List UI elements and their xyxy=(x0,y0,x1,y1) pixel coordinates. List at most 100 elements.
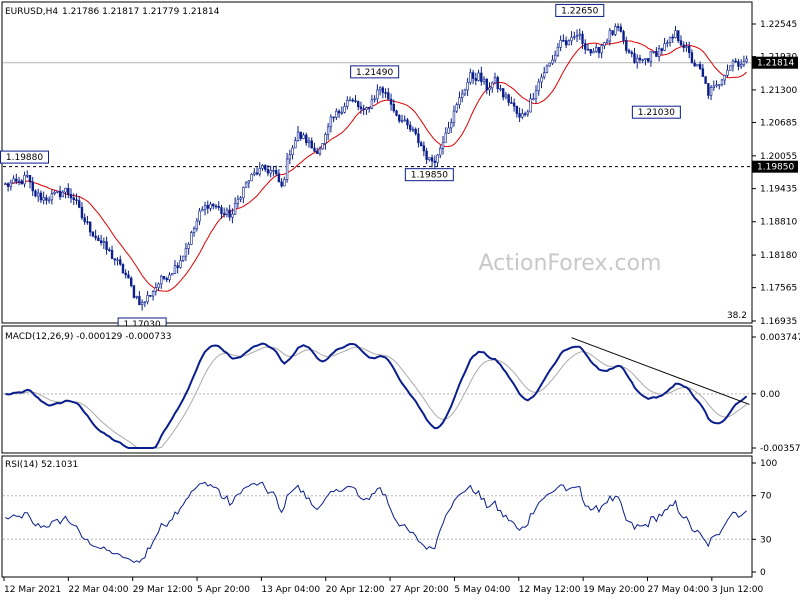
candle-body xyxy=(288,154,292,160)
macd-lines xyxy=(5,337,750,449)
candle-body xyxy=(660,48,664,51)
candle-body xyxy=(510,102,513,104)
candle-body xyxy=(444,132,447,143)
candle-body xyxy=(551,59,554,64)
candle-body xyxy=(411,128,415,131)
candle-body xyxy=(373,98,376,101)
price-panel[interactable]: EURUSD,H4 1.21786 1.21817 1.21779 1.2181… xyxy=(0,1,798,331)
candle-body xyxy=(36,192,40,197)
price-tick-label: 1.17565 xyxy=(760,284,797,294)
candle-body xyxy=(441,141,445,149)
candle-body xyxy=(31,181,34,192)
candle-body xyxy=(466,81,469,91)
candle-body xyxy=(42,197,45,201)
candle-body xyxy=(321,143,324,150)
candle-body xyxy=(439,148,442,156)
candle-body xyxy=(619,26,623,32)
candle-body xyxy=(723,75,726,81)
symbol-label: EURUSD,H4 xyxy=(5,7,58,17)
candle-body xyxy=(458,97,461,105)
candle-body xyxy=(687,46,691,53)
candle-body xyxy=(99,240,103,244)
candle-body xyxy=(329,116,333,128)
candle-body xyxy=(280,181,283,187)
candle-body xyxy=(127,274,130,279)
macd-tick-label: 0.003747 xyxy=(760,333,800,343)
candle-body xyxy=(666,42,669,45)
candle-body xyxy=(378,87,382,91)
candle-body xyxy=(414,128,417,135)
candle-body xyxy=(480,72,483,82)
candle-body xyxy=(88,221,92,233)
candle-body xyxy=(562,39,565,42)
watermark: ActionForex.com xyxy=(479,251,662,276)
candle-body xyxy=(326,126,330,135)
candle-body xyxy=(151,291,155,297)
candle-body xyxy=(504,94,508,98)
candle-body xyxy=(91,231,95,237)
candle-body xyxy=(567,40,571,46)
candle-body xyxy=(428,157,431,160)
macd-tick-label: 0.00 xyxy=(760,390,780,400)
candle-body xyxy=(277,173,281,183)
candle-body xyxy=(474,78,478,81)
price-panel-frame xyxy=(1,1,753,324)
time-tick-label: 12 May 12:00 xyxy=(519,585,581,595)
candle-body xyxy=(348,99,352,102)
macd-signal-line xyxy=(5,346,747,449)
candle-body xyxy=(50,193,54,201)
candle-body xyxy=(72,197,75,200)
candle-body xyxy=(294,140,297,149)
fib-label: 38.2 xyxy=(727,311,747,321)
candle-body xyxy=(75,199,78,201)
candle-body xyxy=(622,31,625,41)
macd-panel[interactable]: MACD(12,26,9) -0.000129 -0.000733 0.0037… xyxy=(1,325,800,454)
candle-body xyxy=(239,197,242,200)
price-annotation-label: 1.22650 xyxy=(561,6,598,16)
candle-body xyxy=(679,40,683,46)
candle-body xyxy=(384,92,387,94)
candle-body xyxy=(149,295,152,297)
candle-body xyxy=(212,203,215,207)
candle-body xyxy=(228,209,231,218)
candle-body xyxy=(236,198,240,204)
candle-body xyxy=(685,46,688,48)
candle-body xyxy=(346,99,349,107)
candle-body xyxy=(140,302,144,305)
candle-body xyxy=(47,199,51,202)
time-tick-label: 13 Apr 04:00 xyxy=(261,585,320,595)
current-price-line: 1.21814 xyxy=(3,56,798,69)
candle-body xyxy=(61,191,65,198)
candle-body xyxy=(113,258,116,261)
candle-body xyxy=(701,68,705,77)
candle-body xyxy=(335,110,338,118)
candle-body xyxy=(657,48,661,57)
candle-body xyxy=(704,76,707,84)
candle-body xyxy=(646,58,650,62)
candle-body xyxy=(173,265,177,274)
rsi-panel[interactable]: RSI(14) 52.1031 100 70 30 0 xyxy=(1,455,777,578)
candle-body xyxy=(195,220,199,229)
price-tick-label: 1.20055 xyxy=(760,152,797,162)
candle-body xyxy=(532,98,535,101)
candle-body xyxy=(34,190,37,197)
price-tick-label: 1.18810 xyxy=(760,218,797,228)
candle-body xyxy=(447,127,450,134)
support-line: 1.19850 xyxy=(3,160,798,173)
candle-body xyxy=(162,275,166,279)
candle-body xyxy=(190,232,193,245)
candle-body xyxy=(638,57,642,61)
candle-body xyxy=(605,40,609,43)
candle-body xyxy=(258,167,261,175)
candle-body xyxy=(496,77,499,90)
current-price-box xyxy=(752,56,798,69)
price-annotation-label: 1.21030 xyxy=(638,108,675,118)
candle-body xyxy=(12,178,15,184)
macd-main-line xyxy=(5,342,748,449)
candle-body xyxy=(543,72,546,78)
candle-body xyxy=(523,113,527,116)
candle-body xyxy=(501,88,505,98)
candle-body xyxy=(450,122,453,129)
candle-body xyxy=(146,295,149,303)
